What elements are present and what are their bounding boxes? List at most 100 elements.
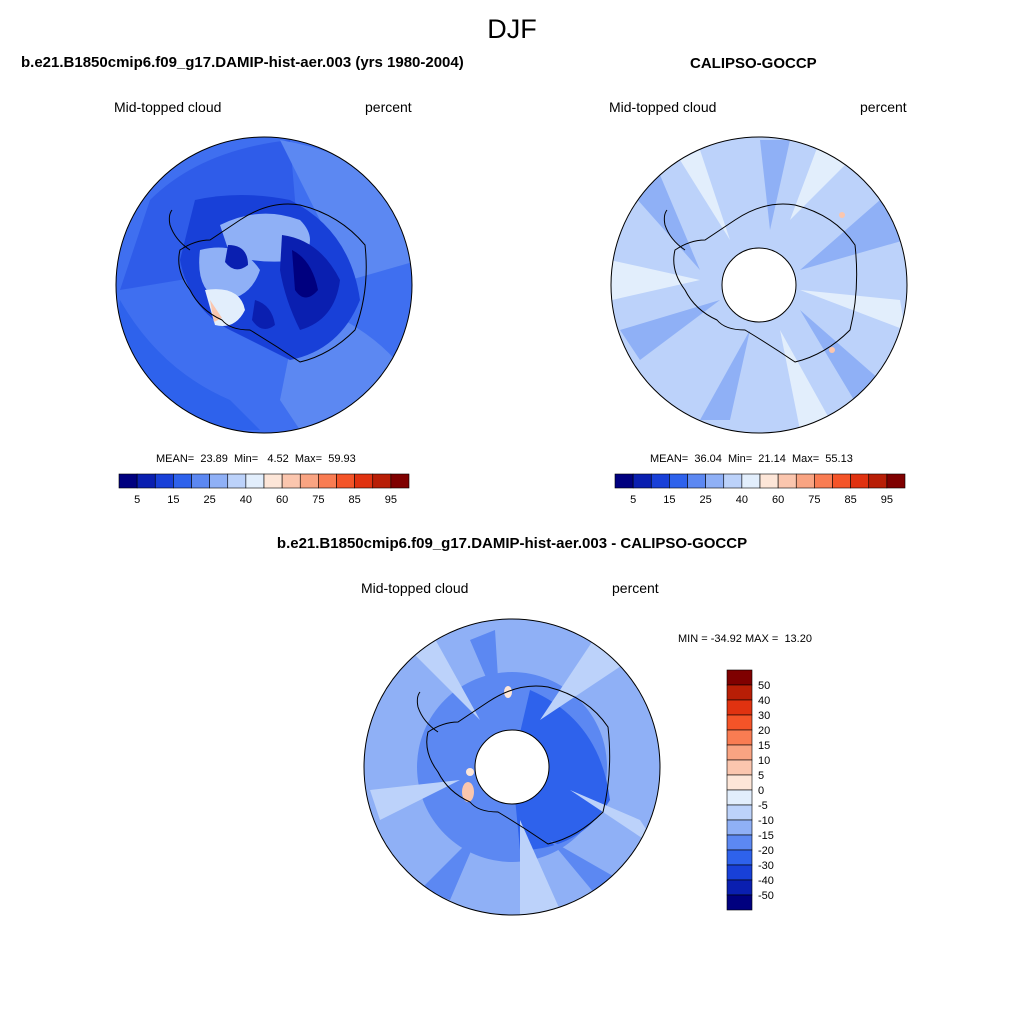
obs-colorbar-tick-label: 40 [736,494,748,506]
model-colorbar-swatch [227,473,247,489]
model-colorbar-tick-label: 95 [385,494,397,506]
diff-units-label: percent [612,580,659,596]
obs-colorbar-tick-label: 60 [772,494,784,506]
diff-colorbar-swatch [726,789,753,806]
diff-colorbar-tick-label: -15 [758,830,774,842]
diff-colorbar-tick-label: 40 [758,695,770,707]
obs-colorbar-swatch [868,473,888,489]
diff-colorbar-swatch [726,744,753,761]
diff-colorbar-swatch [726,699,753,716]
diff-panel-title: b.e21.B1850cmip6.f09_g17.DAMIP-hist-aer.… [276,535,748,552]
model-max-value: 59.93 [328,453,356,465]
model-colorbar-swatch [390,473,410,489]
diff-colorbar-tick-label: -50 [758,890,774,902]
model-colorbar-swatch [336,473,355,489]
model-colorbar-swatch [281,473,301,489]
model-colorbar-swatch [154,473,174,489]
diff-colorbar-swatch [726,894,753,911]
model-units-label: percent [365,99,412,115]
obs-units-label: percent [860,99,907,115]
obs-colorbar-tick-label: 95 [881,494,893,506]
model-colorbar-tick-label: 85 [349,494,361,506]
diff-min-label: MIN = [678,633,708,645]
diff-colorbar-swatch [726,864,753,881]
obs-colorbar-swatch [832,473,851,489]
obs-colorbar-swatch [632,473,652,489]
model-colorbar-swatch [263,473,283,489]
model-colorbar-swatch [245,473,265,489]
model-max-label: Max= [294,453,323,465]
diff-colorbar-swatch [726,849,753,866]
diff-variable-label: Mid-topped cloud [361,580,469,596]
diff-colorbar-tick-label: -40 [758,875,774,887]
diff-colorbar-swatch [726,804,753,821]
diff-max-value: 13.20 [784,633,812,645]
obs-stats: MEAN= 36.04 Min= 21.14 Max= 55.13 [650,453,853,465]
diff-colorbar-tick-label: 50 [758,680,770,692]
diff-colorbar-tick-label: 10 [758,755,770,767]
model-colorbar-swatch [209,473,229,489]
model-colorbar-tick-label: 25 [204,494,216,506]
obs-colorbar-swatch [850,473,870,489]
diff-colorbar-swatch [726,819,753,836]
model-mean-value: 23.89 [200,453,228,465]
model-colorbar-swatch [118,473,138,489]
obs-mean-value: 36.04 [694,453,722,465]
diff-colorbar-tick-label: 30 [758,710,770,722]
model-colorbar-swatch [318,473,337,489]
model-colorbar-tick-label: 5 [134,494,140,506]
model-panel-title: b.e21.B1850cmip6.f09_g17.DAMIP-hist-aer.… [21,54,464,71]
model-stats: MEAN= 23.89 Min= 4.52 Max= 59.93 [156,453,356,465]
diff-colorbar-swatch [726,669,753,686]
page-title: DJF [487,14,537,44]
obs-colorbar-swatch [723,473,743,489]
obs-colorbar-swatch [705,473,725,489]
model-colorbar-swatch [354,473,374,489]
model-colorbar-swatch [136,473,156,489]
diff-colorbar-tick-label: 15 [758,740,770,752]
model-colorbar-swatch [372,473,392,489]
model-colorbar-tick-label: 40 [240,494,252,506]
diff-max-label: MAX = [744,633,779,645]
diff-colorbar-tick-label: 5 [758,770,764,782]
diff-colorbar-tick-label: -5 [758,800,768,812]
obs-colorbar-swatch [687,473,706,489]
obs-min-label: Min= [728,453,753,465]
obs-colorbar-tick-label: 75 [808,494,820,506]
diff-colorbar-swatch [726,879,753,896]
obs-colorbar-swatch [795,473,815,489]
diff-colorbar-swatch [726,774,753,791]
obs-colorbar-tick-label: 5 [630,494,636,506]
model-mean-label: MEAN= [156,453,195,465]
model-colorbar-tick-label: 60 [276,494,288,506]
diff-colorbar-swatch [726,729,753,746]
obs-colorbar-swatch [614,473,634,489]
obs-colorbar: 5 15 25 40 60 75 85 95 [614,473,906,506]
obs-max-value: 55.13 [825,453,853,465]
model-colorbar: 5 15 25 40 60 75 85 95 [118,473,410,506]
model-colorbar-tick-label: 75 [312,494,324,506]
obs-colorbar-swatch [886,473,906,489]
obs-colorbar-tick-label: 85 [845,494,857,506]
diff-colorbar-tick-label: -20 [758,845,774,857]
obs-colorbar-swatch [777,473,797,489]
diff-colorbar-swatch [726,684,753,701]
obs-max-label: Max= [791,453,820,465]
diff-colorbar-tick-label: 0 [758,785,764,797]
diff-colorbar-tick-label: -10 [758,815,774,827]
model-colorbar-swatch [173,473,192,489]
model-colorbar-tick-label: 15 [167,494,179,506]
model-min-label: Min= [234,453,259,465]
obs-map [610,136,908,434]
diff-colorbar-swatch [726,759,753,776]
diff-min-value: -34.92 [710,633,742,645]
obs-colorbar-swatch [669,473,688,489]
obs-min-value: 21.14 [758,453,786,465]
obs-colorbar-swatch [650,473,670,489]
obs-colorbar-swatch [759,473,779,489]
obs-variable-label: Mid-topped cloud [609,99,717,115]
obs-panel-title: CALIPSO-GOCCP [690,55,817,72]
obs-colorbar-swatch [741,473,761,489]
